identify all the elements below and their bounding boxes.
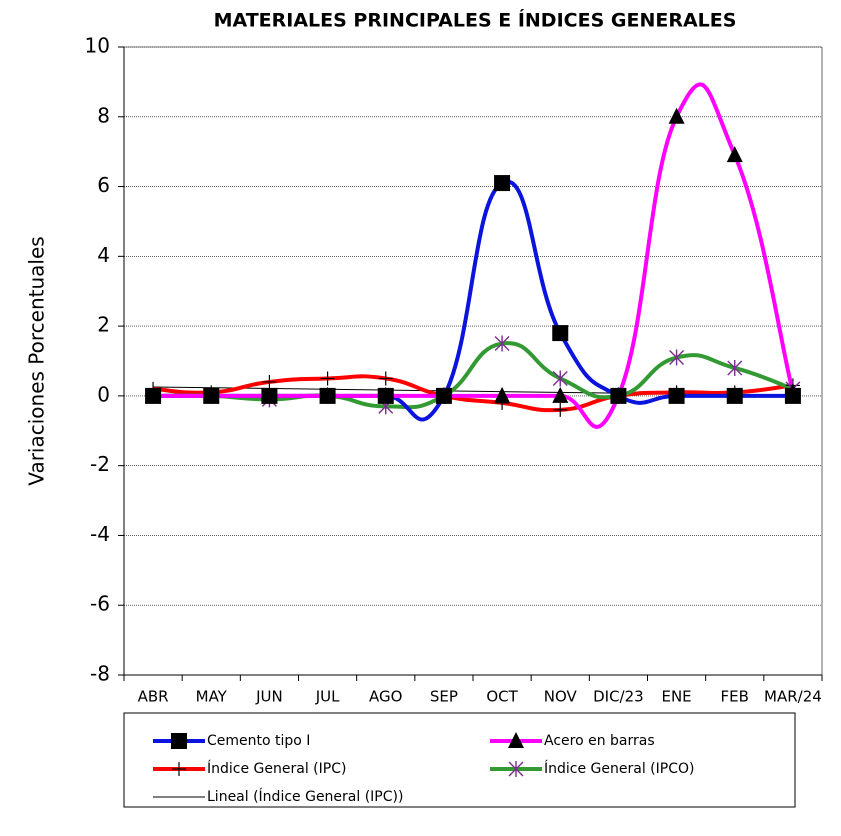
- x-tick-label: ENE: [661, 688, 691, 706]
- y-tick-label: 2: [97, 313, 110, 337]
- legend-label: Índice General (IPCO): [544, 760, 694, 777]
- marker: [552, 325, 569, 342]
- x-tick-label: NOV: [544, 688, 578, 706]
- y-tick-label: -6: [90, 592, 110, 616]
- marker: [727, 359, 743, 376]
- x-tick-label: SEP: [430, 688, 458, 706]
- marker: [784, 383, 801, 400]
- legend-label: Cemento tipo I: [207, 733, 310, 749]
- marker: [262, 374, 277, 389]
- y-tick-label: 10: [85, 34, 110, 58]
- marker: [319, 386, 336, 403]
- y-tick-label: 0: [97, 382, 110, 406]
- marker: [508, 732, 524, 748]
- marker: [494, 335, 510, 352]
- marker: [553, 402, 568, 417]
- marker: [552, 370, 568, 387]
- legend-marker: [171, 733, 187, 749]
- marker: [261, 386, 278, 403]
- marker: [668, 107, 685, 124]
- marker: [171, 733, 187, 749]
- marker: [172, 762, 186, 776]
- y-tick-label: 8: [97, 103, 110, 127]
- legend-label: Índice General (IPC): [207, 760, 346, 777]
- legend-marker: [508, 761, 524, 777]
- y-tick-label: 4: [97, 243, 110, 267]
- legend-box: [123, 712, 796, 808]
- y-tick-label: 6: [97, 173, 110, 197]
- marker: [669, 349, 685, 366]
- y-tick-label: -2: [90, 452, 110, 476]
- x-tick-label: ABR: [138, 688, 169, 706]
- x-tick-label: DIC/23: [593, 688, 644, 706]
- marker: [203, 386, 220, 403]
- chart-title: MATERIALES PRINCIPALES E ÍNDICES GENERAL…: [214, 9, 737, 32]
- marker: [494, 175, 511, 192]
- y-axis-label: Variaciones Porcentuales: [25, 236, 49, 485]
- legend-label: Lineal (Índice General (IPC)): [207, 788, 403, 805]
- marker: [494, 386, 511, 403]
- marker: [378, 371, 393, 386]
- marker: [726, 146, 743, 163]
- legend-marker: [172, 762, 186, 776]
- x-tick-label: AGO: [369, 688, 402, 706]
- marker: [320, 371, 335, 386]
- x-tick-label: MAR/24: [764, 688, 822, 706]
- marker: [508, 761, 524, 777]
- legend-marker: [508, 732, 524, 748]
- marker: [377, 386, 394, 403]
- marker: [145, 386, 162, 403]
- x-tick-label: FEB: [721, 688, 749, 706]
- x-tick-label: OCT: [486, 688, 518, 706]
- y-tick-label: -8: [90, 662, 110, 686]
- marker: [552, 386, 569, 403]
- legend-label: Acero en barras: [544, 733, 655, 749]
- x-tick-label: JUN: [255, 688, 283, 706]
- marker: [610, 386, 627, 403]
- marker: [726, 387, 743, 404]
- x-tick-label: JUL: [315, 688, 340, 706]
- marker: [435, 386, 452, 403]
- y-tick-label: -4: [90, 522, 110, 546]
- x-tick-label: MAY: [196, 688, 228, 706]
- marker: [668, 387, 685, 404]
